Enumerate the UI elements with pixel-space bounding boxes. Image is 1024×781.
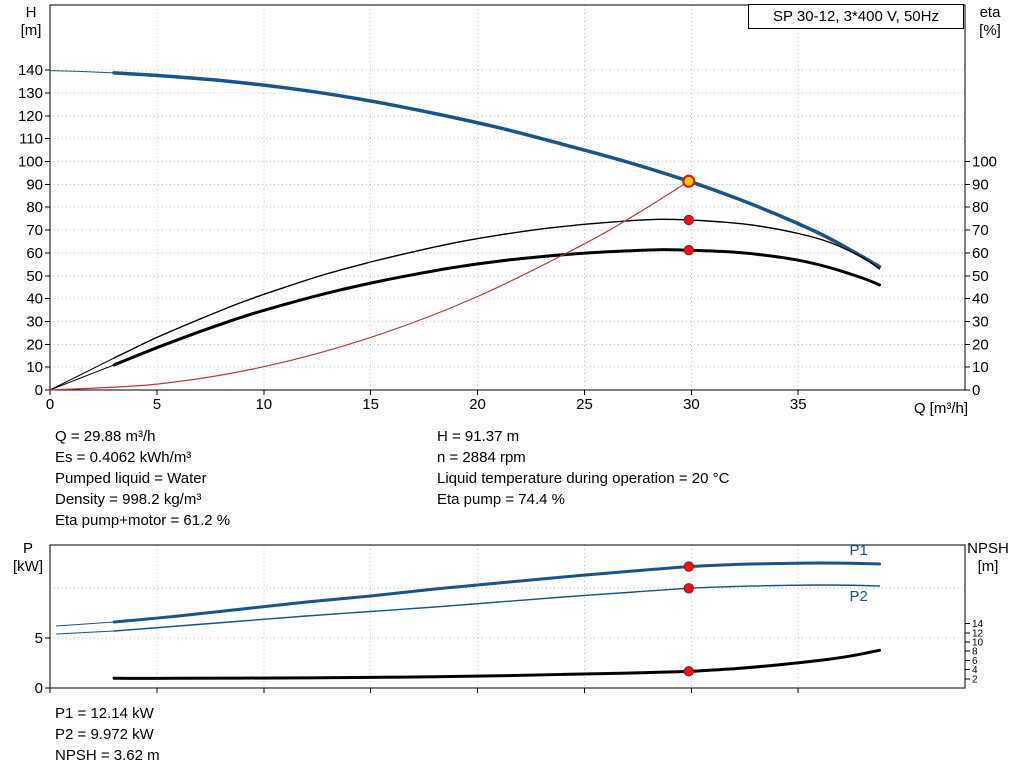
x-axis-label: Q [m³/h] <box>914 400 968 417</box>
eta-pump-curve <box>113 218 881 359</box>
y-right-tick-label: 10 <box>972 638 984 649</box>
x-tick-label: 10 <box>255 396 272 413</box>
grid-lines <box>50 5 965 390</box>
info-p1: P1 = 12.14 kW <box>55 705 154 722</box>
y-right-tick-label: 0 <box>972 382 980 399</box>
x-tick-label: 35 <box>790 396 807 413</box>
y-right-tick-label: 50 <box>972 268 989 285</box>
eta-pump-motor-point <box>683 244 694 256</box>
y-right-tick-label: 6 <box>972 656 978 667</box>
p2-curve <box>113 584 881 632</box>
eta-pump-motor-curve-lead <box>49 364 115 391</box>
info-npsh: NPSH = 3.62 m <box>55 747 160 764</box>
npsh-curve <box>112 648 881 680</box>
y-right-tick-label: 40 <box>972 291 989 308</box>
y-right-tick-label: 80 <box>972 199 989 216</box>
eta-pump-point <box>683 214 694 226</box>
y-left-tick-label: 90 <box>26 176 43 193</box>
y-left-axis-unit: [kW] <box>13 558 43 575</box>
y-left-tick-label: 10 <box>26 359 43 376</box>
axis-ticks: 0 5 10 15 20 25 30 3501020304050607080901001101… <box>18 62 997 417</box>
y-left-axis-name: P <box>23 540 33 557</box>
y-right-axis-name: eta <box>980 4 1002 21</box>
y-right-tick-label: 70 <box>972 222 989 239</box>
eta-pump-motor-curve <box>112 248 881 367</box>
y-right-tick-label: 12 <box>972 628 984 639</box>
info-density: Density = 998.2 kg/m³ <box>55 491 202 508</box>
p1-curve <box>112 561 881 624</box>
y-left-tick-label: 80 <box>26 199 43 216</box>
grid-lines <box>50 545 965 688</box>
y-left-tick-label: 50 <box>26 268 43 285</box>
info-es: Es = 0.4062 kWh/m³ <box>55 449 192 466</box>
info-pumped-liquid: Pumped liquid = Water <box>55 470 207 487</box>
info-q: Q = 29.88 m³/h <box>55 428 156 445</box>
plot-frame <box>49 4 966 391</box>
y-left-tick-label: 120 <box>18 108 43 125</box>
y-right-tick-label: 10 <box>972 359 989 376</box>
head-curve <box>112 71 882 269</box>
y-right-tick-label: 20 <box>972 336 989 353</box>
info-h: H = 91.37 m <box>437 428 520 445</box>
y-left-tick-label: 0 <box>35 680 43 697</box>
power-data: P1 = 12.14 kW P2 = 9.972 kW NPSH = 3.62 … <box>55 703 160 766</box>
y-right-axis-unit: [m] <box>978 558 999 575</box>
y-right-tick-label: 2 <box>972 674 978 685</box>
y-left-axis-unit: [m] <box>21 22 42 39</box>
duty-point <box>682 174 696 188</box>
curve-label-p2: P2 <box>850 588 868 605</box>
y-left-tick-label: 130 <box>18 85 43 102</box>
operating-data-right: H = 91.37 m n = 2884 rpm Liquid temperat… <box>437 426 729 510</box>
y-left-tick-label: 40 <box>26 291 43 308</box>
y-left-tick-label: 60 <box>26 245 43 262</box>
y-left-tick-label: 5 <box>35 630 43 647</box>
npsh-point <box>683 666 694 677</box>
eta-pump-curve-lead <box>49 357 115 391</box>
head-curve-lead <box>49 70 115 74</box>
y-right-tick-label: 14 <box>972 619 984 630</box>
y-left-tick-label: 110 <box>19 131 43 148</box>
p2-point <box>683 583 694 594</box>
info-n: n = 2884 rpm <box>437 449 526 466</box>
operating-data-left: Q = 29.88 m³/h Es = 0.4062 kWh/m³ Pumped… <box>55 426 230 531</box>
x-tick-label: 20 <box>469 396 486 413</box>
head-efficiency-chart: 0 5 10 15 20 25 30 3501020304050607080901001101… <box>18 4 1001 417</box>
y-right-tick-label: 8 <box>972 647 978 658</box>
y-left-tick-label: 70 <box>26 222 43 239</box>
y-left-tick-label: 140 <box>18 62 43 79</box>
p1-point <box>683 561 694 572</box>
y-right-tick-label: 4 <box>972 665 978 676</box>
y-left-axis-name: H <box>26 4 37 21</box>
p2-curve-lead <box>55 630 115 635</box>
y-right-axis-unit: [%] <box>979 22 1001 39</box>
y-right-axis-name: NPSH <box>967 540 1009 557</box>
x-tick-label: 15 <box>362 396 379 413</box>
x-tick-label: 0 <box>46 396 54 413</box>
curve-label-p1: P1 <box>850 542 868 559</box>
y-left-tick-label: 20 <box>26 336 43 353</box>
y-right-tick-label: 30 <box>972 313 989 330</box>
x-tick-label: 5 <box>153 396 161 413</box>
info-eta-pump-motor: Eta pump+motor = 61.2 % <box>55 512 231 529</box>
y-right-tick-label: 60 <box>972 245 989 262</box>
y-right-tick-label: 90 <box>972 176 989 193</box>
info-eta-pump: Eta pump = 74.4 % <box>437 491 565 508</box>
y-right-tick-label: 100 <box>972 154 997 171</box>
y-left-tick-label: 0 <box>35 382 43 399</box>
system-curve <box>49 180 690 391</box>
info-liquid-temp: Liquid temperature during operation = 20… <box>437 470 730 487</box>
y-left-tick-label: 100 <box>18 154 43 171</box>
info-p2: P2 = 9.972 kW <box>55 726 154 743</box>
pump-title-box: SP 30-12, 3*400 V, 50Hz <box>748 4 964 29</box>
p1-curve-lead <box>55 621 115 627</box>
x-tick-label: 25 <box>576 396 593 413</box>
plot-frame <box>49 544 966 689</box>
x-tick-label: 30 <box>683 396 700 413</box>
y-left-tick-label: 30 <box>26 313 43 330</box>
